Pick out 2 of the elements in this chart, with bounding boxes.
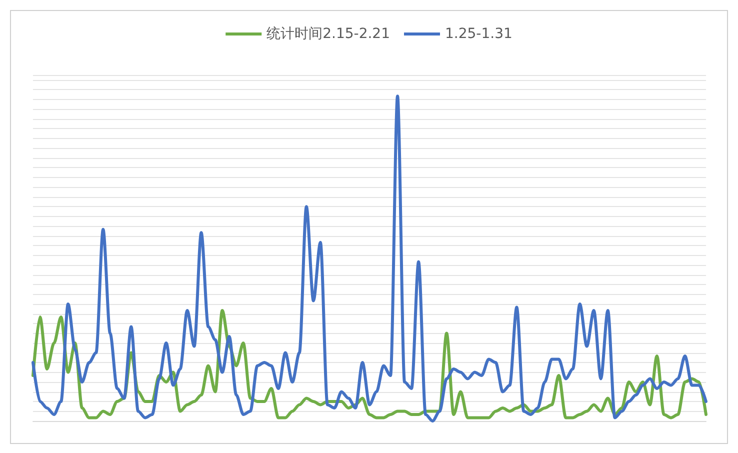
legend-label: 统计时间2.15-2.21: [266, 26, 390, 42]
legend-label: 1.25-1.31: [445, 26, 512, 42]
